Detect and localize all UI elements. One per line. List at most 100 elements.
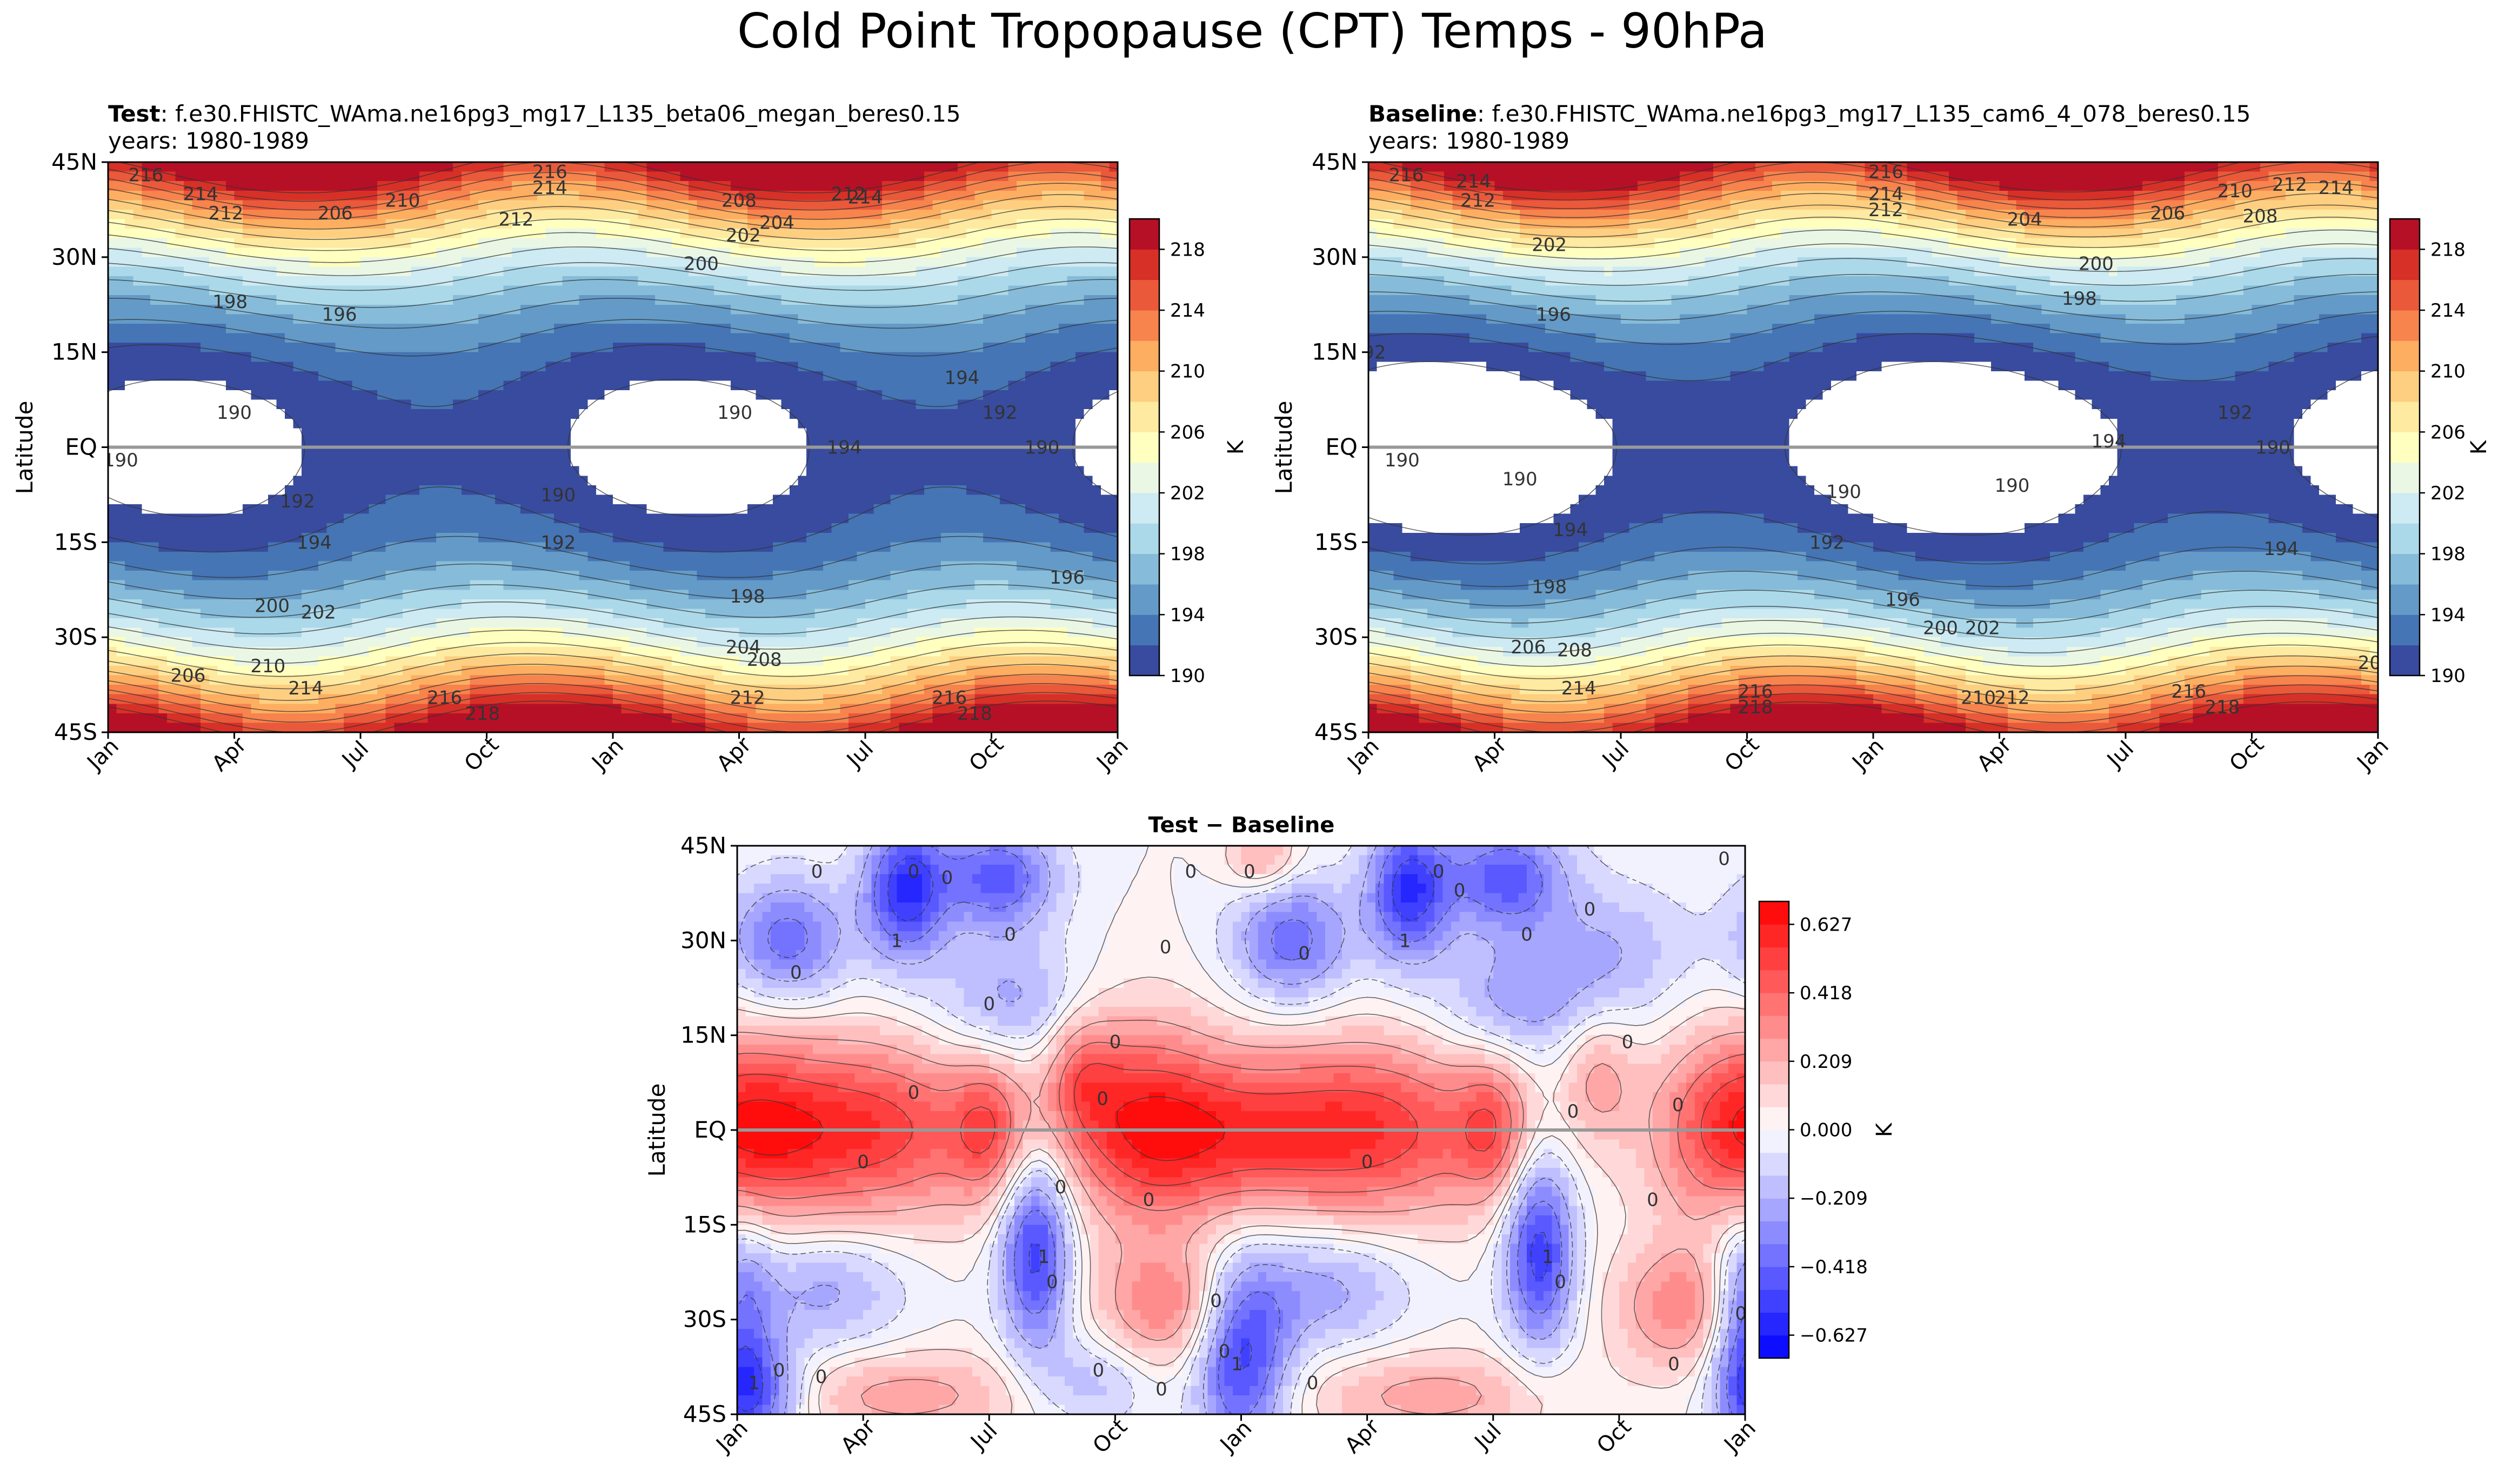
test-cell: [512, 352, 521, 362]
test-cell: [949, 428, 958, 438]
test-cell: [259, 171, 269, 182]
test-cell: [974, 476, 984, 486]
test-cell: [814, 181, 824, 191]
test-cell: [1067, 295, 1076, 305]
test-cell: [318, 266, 328, 277]
test-cell: [175, 209, 184, 220]
test-cell: [116, 399, 125, 410]
test-cell: [184, 352, 193, 362]
test-cell: [184, 295, 193, 305]
test-cell: [621, 504, 630, 514]
test-cell: [166, 476, 176, 486]
test-cell: [419, 323, 429, 334]
test-cell: [1092, 266, 1101, 277]
test-cell: [520, 285, 529, 296]
test-cell: [166, 352, 176, 362]
test-cell: [520, 209, 529, 220]
test-cell: [899, 457, 908, 467]
test-cell: [503, 513, 512, 524]
test-cell: [259, 457, 269, 467]
test-cell: [781, 209, 790, 220]
test-cell: [587, 295, 597, 305]
test-cell: [882, 304, 891, 315]
test-cell: [537, 428, 546, 438]
test-cell: [562, 333, 571, 343]
test-cell: [587, 532, 597, 543]
test-cell: [385, 266, 395, 277]
test-cell: [453, 485, 462, 496]
test-cell: [654, 304, 664, 315]
test-cell: [529, 362, 538, 372]
test-cell: [234, 532, 243, 543]
test-cell: [697, 504, 706, 514]
test-cell: [184, 466, 193, 476]
test-cell: [1050, 285, 1059, 296]
test-cell: [1050, 162, 1059, 172]
test-cell: [554, 229, 563, 239]
test-cell: [259, 276, 269, 286]
test-cell: [184, 362, 193, 372]
test-cell: [646, 428, 656, 438]
test-cell: [562, 162, 571, 172]
test-cell: [1000, 248, 1009, 258]
test-cell: [1050, 409, 1059, 419]
test-cell: [654, 209, 664, 220]
test-cell: [184, 513, 193, 524]
test-cell: [377, 238, 386, 248]
test-cell: [596, 181, 605, 191]
test-cell: [369, 276, 378, 286]
test-cell: [697, 485, 706, 496]
test-cell: [865, 532, 874, 543]
test-cell: [739, 219, 748, 229]
test-cell: [453, 532, 462, 543]
test-cell: [966, 504, 975, 514]
test-cell: [158, 551, 168, 562]
test-cell: [756, 399, 765, 410]
test-cell: [730, 380, 740, 391]
test-cell: [411, 209, 420, 220]
test-cell: [192, 418, 201, 429]
test-cell: [318, 476, 328, 486]
test-cell: [781, 171, 790, 182]
test-cell: [671, 323, 681, 334]
test-cell: [251, 314, 260, 324]
test-cell: [394, 295, 403, 305]
test-cell: [604, 285, 613, 296]
test-cell: [806, 513, 816, 524]
test-cell: [890, 209, 899, 220]
test-cell: [234, 399, 243, 410]
test-cell: [318, 229, 328, 239]
test-cell: [133, 352, 142, 362]
test-cell: [983, 513, 992, 524]
test-cell: [840, 171, 849, 182]
test-cell: [747, 428, 757, 438]
test-cell: [243, 238, 252, 248]
test-cell: [352, 542, 361, 552]
test-cell: [243, 171, 252, 182]
test-cell: [529, 371, 538, 382]
test-cell: [882, 362, 891, 372]
test-cell: [478, 428, 487, 438]
test-cell: [108, 314, 117, 324]
test-cell: [394, 257, 403, 268]
test-cell: [924, 276, 933, 286]
test-cell: [453, 190, 462, 200]
test-cell: [377, 399, 386, 410]
test-cell: [453, 285, 462, 296]
test-cell: [663, 513, 672, 524]
test-cell: [571, 304, 580, 315]
test-cell: [983, 266, 992, 277]
test-cell: [1025, 314, 1034, 324]
test-cell: [554, 333, 563, 343]
test-cell: [596, 333, 605, 343]
test-cell: [284, 343, 294, 353]
test-cell: [663, 476, 672, 486]
test-cell: [705, 304, 714, 315]
test-cell: [772, 542, 781, 552]
test-cell: [369, 238, 378, 248]
test-cell: [789, 333, 799, 343]
test-cell: [613, 466, 622, 476]
test-cell: [680, 532, 689, 543]
test-cell: [1008, 323, 1017, 334]
test-cell: [234, 266, 243, 277]
